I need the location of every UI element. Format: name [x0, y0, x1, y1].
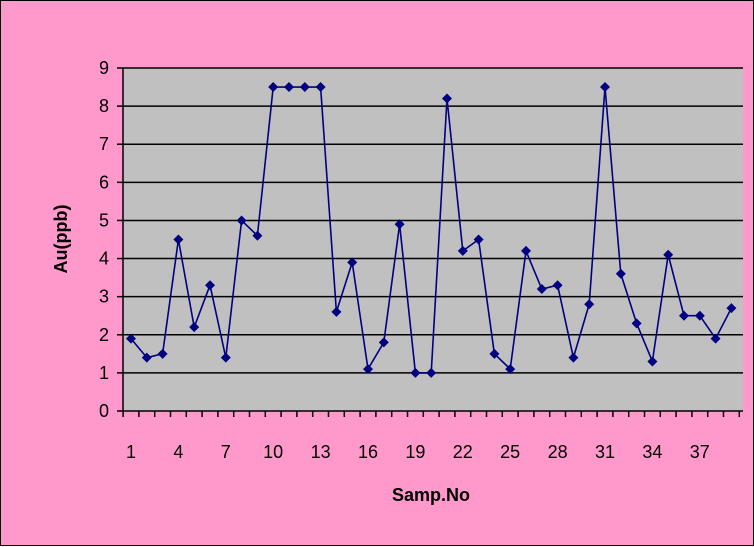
x-tick-label: 16	[358, 442, 378, 462]
data-point	[473, 234, 484, 245]
data-point	[647, 356, 658, 367]
data-point	[631, 318, 642, 329]
data-point	[347, 257, 358, 268]
y-tick-label: 5	[99, 210, 109, 230]
data-point	[173, 234, 184, 245]
data-point	[600, 82, 610, 93]
y-tick-labels: 0 1 2 3 4 5 6 7 8 9	[99, 58, 109, 421]
data-point	[521, 245, 531, 256]
data-point	[220, 352, 231, 363]
data-markers	[126, 82, 737, 378]
data-point	[189, 322, 200, 333]
data-point	[157, 348, 168, 359]
y-tick-label: 9	[99, 58, 109, 78]
data-point	[536, 284, 547, 295]
data-point	[442, 93, 452, 104]
data-point	[315, 82, 326, 93]
data-point	[205, 280, 215, 291]
y-tick-label: 6	[99, 172, 109, 192]
x-tick-label: 10	[263, 442, 283, 462]
data-point	[505, 364, 516, 375]
x-tick-label: 13	[311, 442, 331, 462]
data-point	[378, 337, 389, 348]
data-point	[663, 249, 674, 260]
data-point	[284, 82, 294, 93]
y-tick-label: 0	[99, 401, 109, 421]
data-point	[615, 268, 626, 279]
data-point	[489, 348, 500, 359]
data-point	[394, 219, 405, 230]
data-point	[726, 303, 737, 314]
data-point	[410, 367, 421, 378]
data-point	[331, 306, 342, 317]
y-tick-label: 2	[99, 325, 109, 345]
x-tick-label: 1	[126, 442, 136, 462]
data-point	[236, 215, 247, 226]
data-point	[710, 333, 721, 344]
data-point	[584, 299, 595, 310]
y-tick-label: 7	[99, 134, 109, 154]
data-point	[552, 280, 563, 291]
x-tick-label: 37	[690, 442, 710, 462]
x-tick-label: 19	[405, 442, 425, 462]
x-tick-label: 28	[548, 442, 568, 462]
x-tick-label: 22	[453, 442, 473, 462]
y-axis-title: Au(ppb)	[51, 205, 71, 274]
x-tick-labels: 1 4 7 10 13 16 19 22 25 28 31 34 37	[126, 442, 710, 462]
data-point	[299, 82, 310, 93]
x-tick-label: 31	[595, 442, 615, 462]
y-tick-label: 3	[99, 287, 109, 307]
data-point	[126, 333, 136, 344]
data-point	[252, 230, 263, 241]
x-axis-title: Samp.No	[392, 485, 470, 505]
x-tick-label: 4	[173, 442, 183, 462]
x-tick-label: 25	[500, 442, 520, 462]
data-point	[694, 310, 705, 321]
data-point	[363, 364, 373, 375]
data-point	[457, 245, 468, 256]
y-tick-label: 4	[99, 249, 109, 269]
axes	[122, 68, 743, 417]
y-tick-label: 1	[99, 363, 109, 383]
x-tick-label: 34	[642, 442, 662, 462]
data-point	[568, 352, 579, 363]
data-point	[141, 352, 152, 363]
data-point	[426, 367, 437, 378]
x-tick-label: 7	[221, 442, 231, 462]
data-point	[679, 310, 689, 321]
y-tick-label: 8	[99, 96, 109, 116]
data-point	[268, 82, 279, 93]
